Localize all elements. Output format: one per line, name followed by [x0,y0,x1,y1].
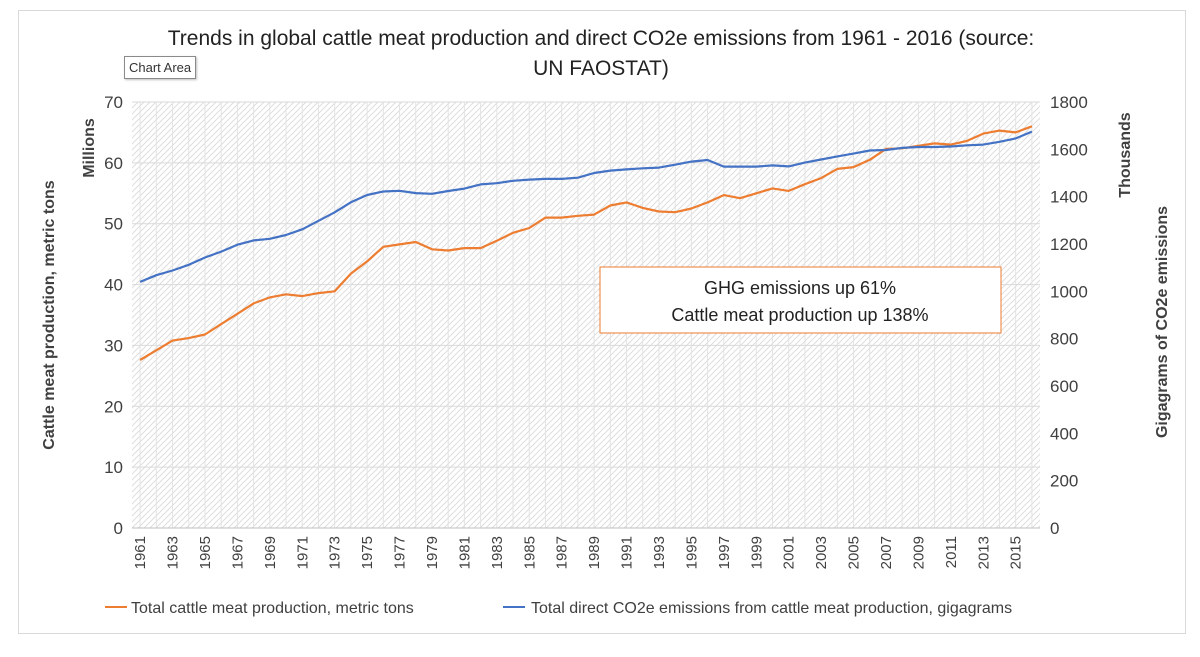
gridlines [132,101,1040,529]
left-tick-label: 40 [104,276,123,295]
chart-title-line-1: Trends in global cattle meat production … [168,27,1035,50]
series-lines [139,125,1033,361]
annotation-line-1: GHG emissions up 61% [704,278,896,298]
x-tick-label: 2007 [878,536,895,569]
x-tick-label: 1973 [327,536,344,569]
right-tick-label: 0 [1050,519,1059,538]
right-tick-label: 1600 [1050,140,1088,159]
chart-svg: Trends in global cattle meat production … [41,27,1171,617]
x-tick-label: 1983 [489,536,506,569]
x-tick-label: 1963 [165,536,182,569]
x-axis-ticks: 1961 1963 1965 1967 1969 1971 1973 1975 1977 1979… [132,536,1025,569]
left-tick-label: 20 [104,397,123,416]
x-tick-label: 2001 [781,536,798,569]
left-tick-label: 30 [104,336,123,355]
chart-title-line-2: UN FAOSTAT) [533,57,669,80]
legend: Total cattle meat production, metric ton… [105,600,1012,617]
annotation-box: GHG emissions up 61% Cattle meat product… [599,266,1002,334]
left-axis-ticks: 0 10 20 30 40 50 60 70 [104,93,123,538]
annotation-line-2: Cattle meat production up 138% [671,305,928,325]
right-tick-label: 200 [1050,472,1078,491]
right-tick-label: 400 [1050,424,1078,443]
x-tick-label: 1997 [716,536,733,569]
right-tick-label: 1400 [1050,188,1088,207]
legend-label-emissions: Total direct CO2e emissions from cattle … [531,600,1012,617]
left-axis-unit-label: Millions [81,118,98,178]
emissions-series-line [139,130,1033,283]
right-axis-ticks: 0 200 400 600 800 1000 1200 1400 1600 1800 [1050,93,1088,538]
x-tick-label: 1981 [456,536,473,569]
right-tick-label: 800 [1050,330,1078,349]
right-tick-label: 1000 [1050,282,1088,301]
x-tick-label: 1995 [683,536,700,569]
left-tick-label: 50 [104,215,123,234]
left-axis-title: Cattle meat production, metric tons [41,180,58,449]
legend-label-production: Total cattle meat production, metric ton… [131,600,414,617]
x-tick-label: 1969 [262,536,279,569]
x-tick-label: 1999 [748,536,765,569]
x-tick-label: 1975 [359,536,376,569]
chart-area[interactable]: Trends in global cattle meat production … [18,10,1186,634]
x-tick-label: 1989 [586,536,603,569]
right-tick-label: 1200 [1050,235,1088,254]
x-tick-label: 1991 [619,536,636,569]
chart-area-tooltip: Chart Area [124,56,197,79]
right-axis-unit-label: Thousands [1117,112,1134,197]
x-tick-label: 1987 [554,536,571,569]
x-tick-label: 2013 [975,536,992,569]
x-tick-label: 1985 [521,536,538,569]
x-tick-label: 2005 [846,536,863,569]
x-tick-label: 1979 [424,536,441,569]
x-tick-label: 1971 [294,536,311,569]
x-tick-label: 1967 [229,536,246,569]
x-tick-label: 1961 [132,536,149,569]
x-tick-label: 1965 [197,536,214,569]
x-tick-label: 2009 [910,536,927,569]
left-tick-label: 0 [114,519,123,538]
x-tick-label: 2003 [813,536,830,569]
right-tick-label: 1800 [1050,93,1088,112]
x-tick-label: 1993 [651,536,668,569]
right-tick-label: 600 [1050,377,1078,396]
x-tick-label: 1977 [392,536,409,569]
left-tick-label: 60 [104,154,123,173]
x-tick-label: 2011 [943,536,960,568]
x-tick-label: 2015 [1008,536,1025,569]
left-tick-label: 70 [104,93,123,112]
left-tick-label: 10 [104,458,123,477]
right-axis-title: Gigagrams of CO2e emissions [1154,206,1171,438]
